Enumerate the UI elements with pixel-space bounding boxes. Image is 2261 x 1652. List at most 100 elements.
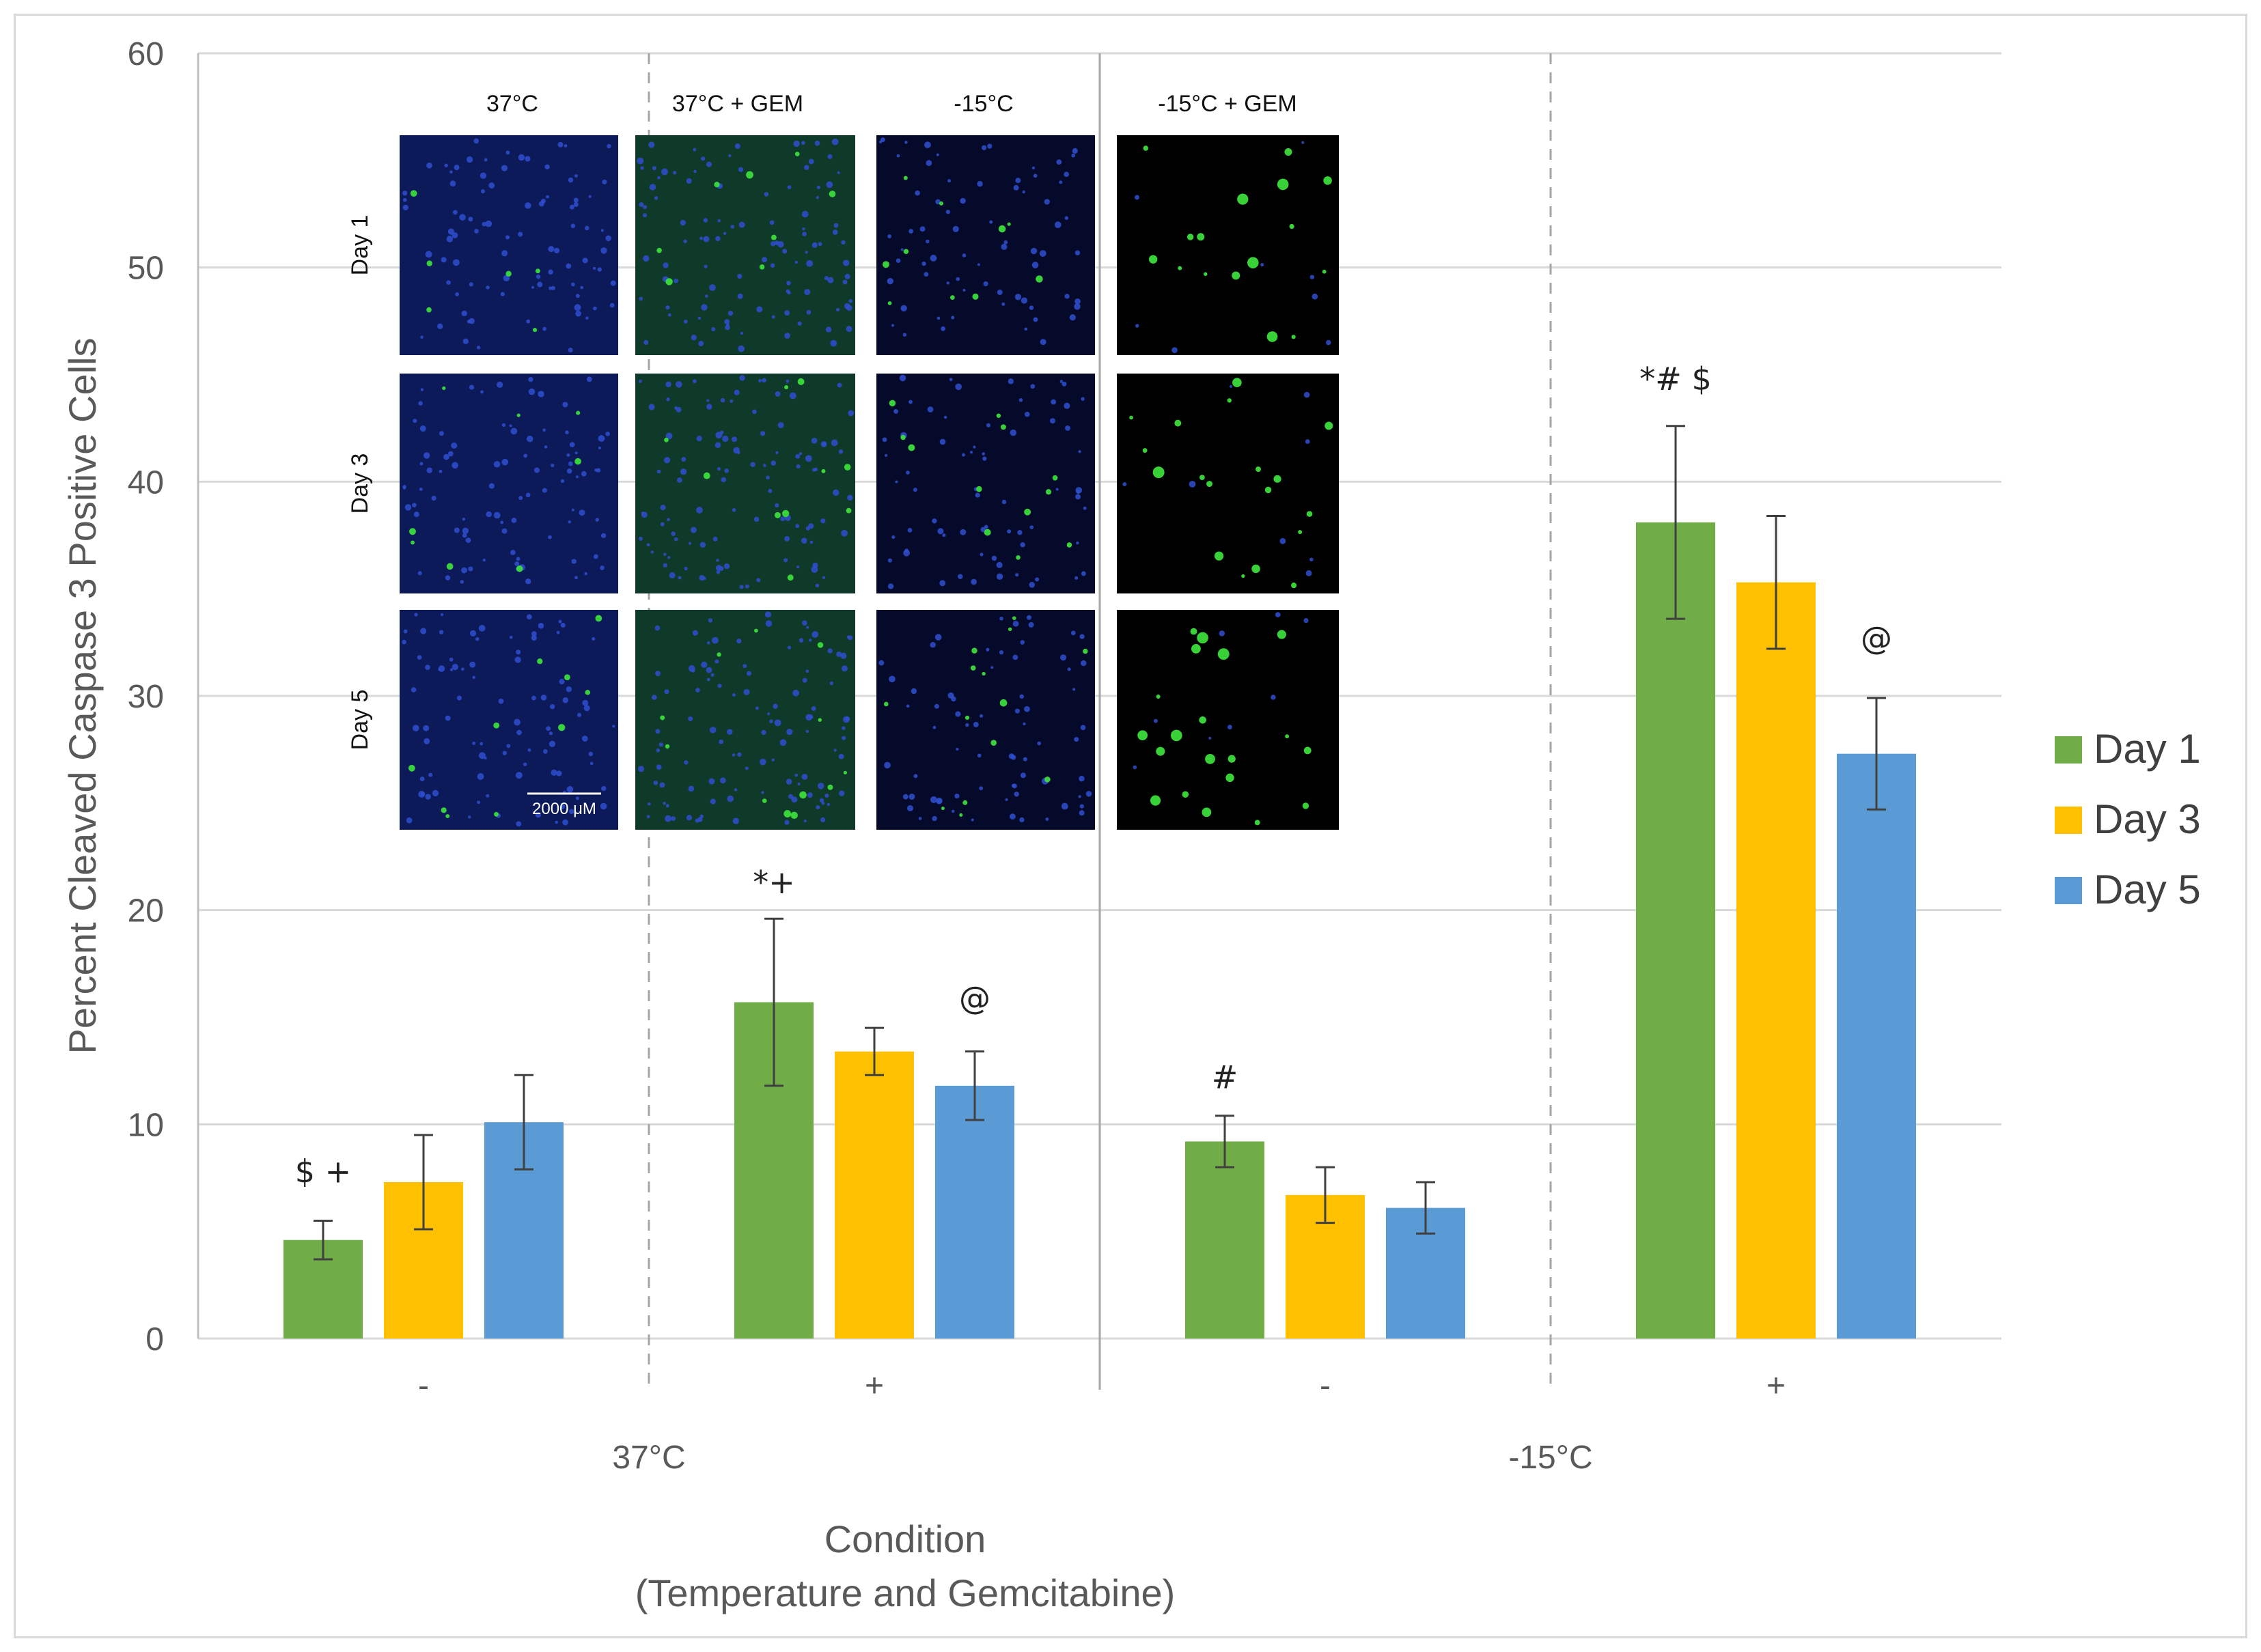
nucleus-dot <box>660 505 666 511</box>
nucleus-dot <box>557 141 564 148</box>
nucleus-dot <box>973 721 979 727</box>
nucleus-dot <box>1035 577 1040 582</box>
caspase-positive-dot <box>703 472 710 479</box>
nucleus-dot <box>895 480 898 484</box>
nucleus-dot <box>656 469 661 474</box>
nucleus-dot <box>525 492 531 498</box>
caspase-positive-dot <box>950 295 955 300</box>
nucleus-dot <box>505 235 510 240</box>
y-tick-label: 60 <box>128 36 164 72</box>
nucleus-dot <box>502 751 507 755</box>
nucleus-dot <box>542 488 547 493</box>
nucleus-dot <box>739 375 745 381</box>
nucleus-dot <box>456 695 462 701</box>
nucleus-dot <box>906 804 913 812</box>
nucleus-dot <box>1305 570 1312 576</box>
nucleus-dot <box>818 783 824 789</box>
nucleus-dot <box>601 785 607 792</box>
nucleus-dot <box>788 794 794 799</box>
caspase-positive-dot <box>1256 466 1261 473</box>
nucleus-dot <box>501 423 506 428</box>
nucleus-dot <box>946 281 949 285</box>
caspase-positive-dot <box>595 615 602 622</box>
caspase-positive-dot <box>1191 643 1201 654</box>
caspase-positive-dot <box>576 410 581 415</box>
nucleus-dot <box>719 566 724 571</box>
nucleus-dot <box>805 251 808 254</box>
micrograph-panel <box>876 374 1095 593</box>
nucleus-dot <box>847 494 853 501</box>
group-dividers <box>648 53 1552 1390</box>
caspase-positive-dot <box>1174 419 1182 427</box>
nucleus-dot <box>548 269 553 275</box>
nucleus-dot <box>661 168 669 176</box>
nucleus-dot <box>971 578 977 585</box>
caspase-positive-dot <box>1187 234 1194 240</box>
nucleus-dot <box>486 794 490 798</box>
legend-swatch <box>2055 877 2082 904</box>
caspase-positive-dot <box>1217 648 1230 660</box>
nucleus-dot <box>581 736 588 742</box>
nucleus-dot <box>962 253 967 257</box>
nucleus-dot <box>1020 640 1025 645</box>
nucleus-dot <box>984 524 988 529</box>
nucleus-dot <box>913 774 918 779</box>
nucleus-dot <box>1018 397 1023 402</box>
nucleus-dot <box>574 576 579 580</box>
nucleus-dot <box>551 769 557 776</box>
inset-row-label: Day 1 <box>347 215 373 276</box>
caspase-positive-dot <box>714 182 720 188</box>
nucleus-dot <box>782 249 788 254</box>
nucleus-dot <box>775 451 779 455</box>
nucleus-dot <box>1229 384 1233 388</box>
caspase-positive-dot <box>426 307 432 313</box>
nucleus-dot <box>1078 450 1081 453</box>
nucleus-dot <box>1079 776 1085 782</box>
nucleus-dot <box>827 802 831 807</box>
nucleus-dot <box>848 410 855 417</box>
nucleus-dot <box>580 285 584 290</box>
nucleus-dot <box>723 563 730 570</box>
nucleus-dot <box>469 282 473 287</box>
nucleus-dot <box>957 574 963 579</box>
nucleus-dot <box>1153 718 1158 723</box>
nucleus-dot <box>1040 339 1046 346</box>
caspase-positive-dot <box>762 798 767 803</box>
caspase-positive-dot <box>660 715 665 720</box>
nucleus-dot <box>990 666 994 669</box>
nucleus-dot <box>1059 380 1064 383</box>
nucleus-dot <box>975 492 980 498</box>
nucleus-dot <box>497 381 503 388</box>
nucleus-dot <box>1083 506 1087 510</box>
nucleus-dot <box>447 451 454 457</box>
caspase-positive-dot <box>908 444 915 451</box>
nucleus-dot <box>952 809 955 813</box>
nucleus-dot <box>825 326 832 333</box>
nucleus-dot <box>926 160 932 167</box>
nucleus-dot <box>808 158 814 165</box>
nucleus-dot <box>501 458 509 466</box>
nucleus-dot <box>771 315 775 319</box>
nucleus-dot <box>665 432 673 440</box>
caspase-positive-dot <box>982 671 986 676</box>
nucleus-dot <box>780 516 786 522</box>
caspase-positive-dot <box>1285 734 1290 739</box>
nucleus-dot <box>1065 425 1070 431</box>
nucleus-dot <box>1070 630 1076 636</box>
nucleus-dot <box>648 802 651 806</box>
nucleus-dot <box>947 179 952 183</box>
nucleus-dot <box>818 242 822 247</box>
nucleus-dot <box>454 527 460 533</box>
nucleus-dot <box>732 693 736 697</box>
caspase-positive-dot <box>1298 530 1303 535</box>
nucleus-dot <box>600 247 607 254</box>
nucleus-dot <box>688 542 692 545</box>
legend-swatch <box>2055 807 2082 834</box>
nucleus-dot <box>657 176 661 180</box>
nucleus-dot <box>570 282 575 287</box>
nucleus-dot <box>516 729 522 736</box>
caspase-positive-dot <box>1302 802 1309 809</box>
x-tick-label: - <box>1320 1368 1331 1404</box>
micrograph-panel <box>876 610 1095 830</box>
